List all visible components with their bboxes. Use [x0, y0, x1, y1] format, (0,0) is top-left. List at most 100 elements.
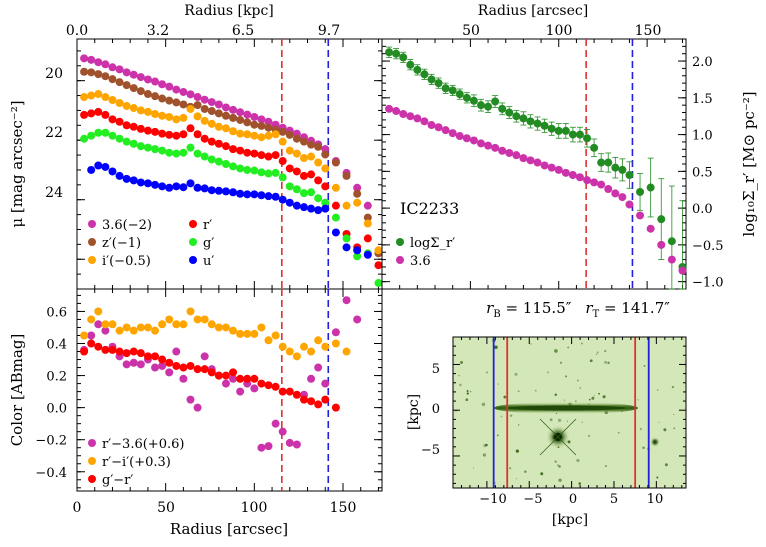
point-r [257, 151, 266, 160]
point-i [143, 323, 152, 332]
legend-label-g: g′ [203, 236, 214, 251]
point-m36 [498, 146, 507, 155]
point-logSigma [554, 126, 563, 135]
sb-tick-marks [76, 39, 382, 290]
point-m36 [101, 60, 110, 69]
point-i [115, 326, 124, 335]
point-logSigma [455, 90, 464, 99]
point-m36 [257, 115, 266, 124]
sb-top-tick-1: 3.2 [147, 23, 169, 39]
sb-top-tick-0: 0.0 [66, 23, 88, 39]
col-ytick-label: −0.2 [35, 434, 67, 449]
point-m36 [505, 148, 514, 157]
sb-legend: 3.6(−2) z′(−1) i′(−0.5) r′ g′ u′ [88, 218, 214, 269]
image-radius-lines [492, 337, 650, 488]
point-u [101, 162, 110, 171]
point-i [186, 307, 195, 316]
point-g [101, 128, 110, 137]
col-ytick-label: 0.4 [46, 338, 67, 353]
point-r [221, 371, 230, 380]
point-m36 [476, 139, 485, 148]
background-star [664, 463, 668, 467]
point-z [342, 171, 351, 180]
img-xtick-minus10: −10 [479, 492, 506, 507]
point-i [321, 164, 330, 173]
point-u [108, 167, 117, 176]
point-i [129, 326, 138, 335]
sb-points [80, 54, 383, 288]
background-star [591, 396, 595, 400]
point-r [122, 349, 131, 358]
point-r [87, 109, 96, 118]
point-g [80, 134, 89, 143]
point-m36 [214, 100, 223, 109]
point-logSigma [392, 49, 401, 58]
point-i [229, 326, 238, 335]
background-star [673, 427, 676, 430]
point-i [271, 331, 280, 340]
background-star [605, 465, 607, 467]
point-m36 [526, 156, 535, 165]
point-r [101, 345, 110, 354]
point-i [136, 323, 145, 332]
col-ytick-label: 0.2 [46, 370, 67, 385]
point-m36 [540, 161, 549, 170]
background-star [596, 353, 598, 356]
sb-top-tick-2: 6.5 [232, 23, 254, 39]
background-star [496, 434, 499, 437]
point-i [257, 133, 266, 142]
sm-ytick-label: 2.0 [692, 55, 713, 70]
point-logSigma [533, 119, 542, 128]
sm-ytick-label: −0.5 [692, 239, 724, 254]
img-ytick-5: 5 [432, 362, 440, 377]
point-m36 [186, 90, 195, 99]
point-z [172, 98, 181, 107]
point-m36 [179, 87, 188, 96]
point-i [172, 115, 181, 124]
point-r [115, 347, 124, 356]
point-m36 [547, 163, 556, 172]
secondary-star [650, 437, 660, 447]
point-z [331, 158, 340, 167]
point-m36 [625, 200, 634, 209]
point-m36 [264, 442, 273, 451]
point-i [342, 347, 351, 356]
point-r [374, 261, 383, 270]
sm-ytick-label: 0.0 [692, 202, 713, 217]
point-r [221, 142, 230, 151]
background-star [485, 371, 488, 374]
legend-marker-i [88, 256, 96, 264]
point-logSigma [561, 126, 570, 135]
sb-ytick-24: 24 [45, 185, 63, 201]
point-r [200, 134, 209, 143]
background-star [671, 386, 674, 389]
point-logSigma [625, 171, 634, 180]
point-m36 [264, 117, 273, 126]
point-m36 [427, 121, 436, 130]
point-logSigma [568, 130, 577, 139]
point-r [186, 124, 195, 133]
point-logSigma [505, 108, 514, 117]
point-logSigma [519, 114, 528, 123]
point-logSigma [476, 101, 485, 110]
point-u [331, 228, 340, 237]
sm-ytick-label: 1.5 [692, 92, 713, 107]
point-u [115, 171, 124, 180]
point-g [221, 160, 230, 168]
point-m36 [278, 427, 287, 436]
background-star [557, 464, 560, 467]
point-r [250, 149, 259, 158]
background-star [535, 390, 537, 392]
point-i [236, 129, 245, 138]
col-tick-marks [76, 289, 382, 491]
point-z [94, 70, 103, 79]
point-r [243, 374, 252, 383]
point-g [129, 139, 138, 148]
point-u [207, 186, 216, 195]
point-m36 [462, 134, 471, 143]
point-logSigma [575, 130, 584, 139]
point-m36 [221, 103, 230, 112]
point-i [214, 122, 223, 131]
point-r [285, 387, 294, 396]
point-g [179, 148, 188, 157]
